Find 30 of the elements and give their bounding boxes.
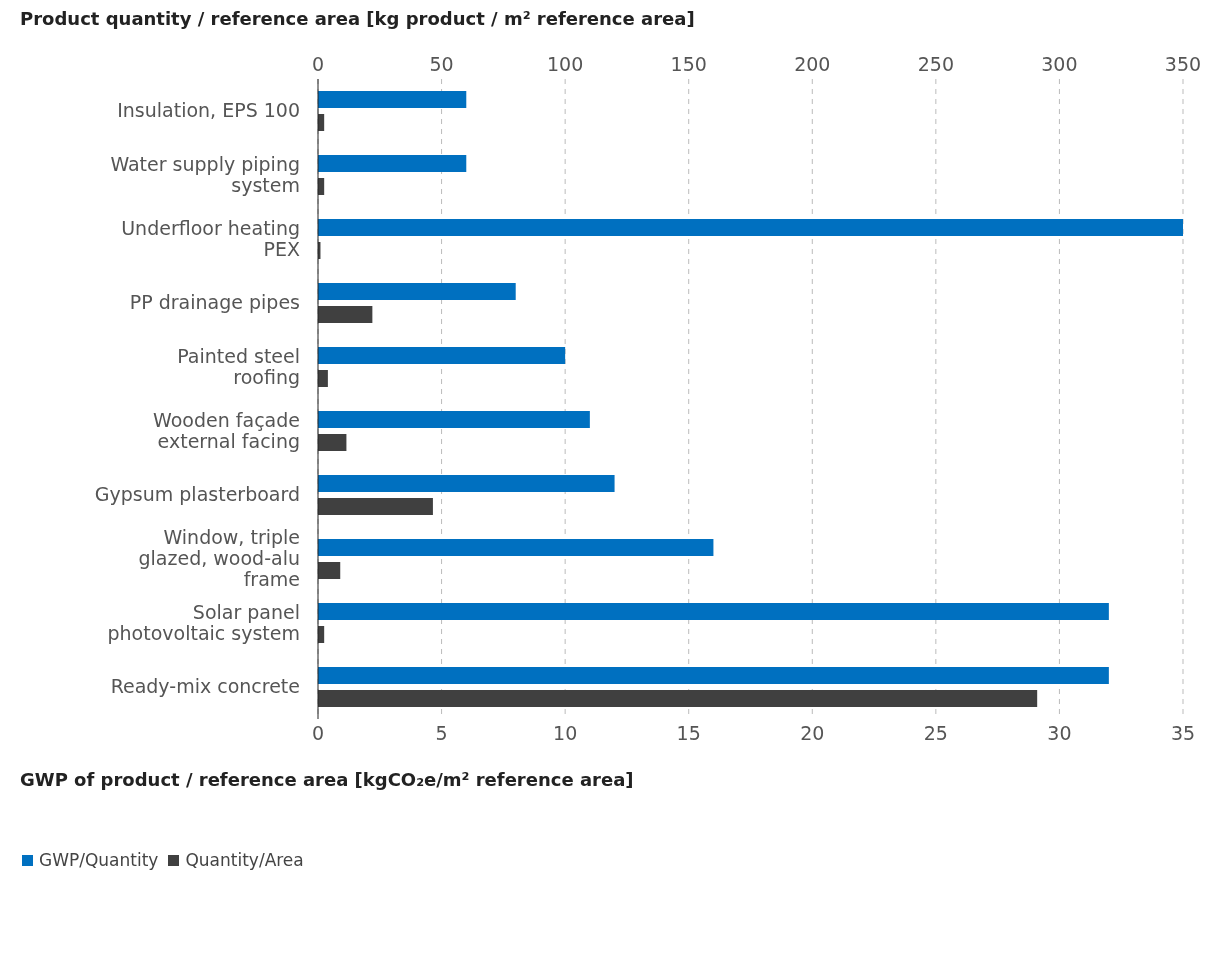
x-tick-label: 10 (553, 722, 578, 745)
x-tick-label: 15 (676, 722, 701, 745)
x-tick-label: 35 (1170, 722, 1196, 745)
x2-tick-label: 300 (1041, 53, 1078, 75)
x2-tick-label: 150 (670, 53, 707, 75)
x-tick-label: 30 (1047, 722, 1072, 745)
y-tick-label: Wooden façade external facing (153, 408, 300, 452)
x-axis-title: GWP of product / reference area [kgCO₂e/m² reference area] (20, 769, 635, 790)
legend-label: Quantity/Area (185, 850, 304, 870)
y-tick-label: Underfloor heating PEX (121, 216, 300, 260)
y-tick-label: Insulation, EPS 100 (117, 99, 300, 121)
x2-axis-title: Product quantity / reference area [kg product / m² reference area] (20, 8, 696, 29)
y-tick-label: Window, triple glazed, wood-alu frame (138, 526, 300, 590)
x-tick-label: 5 (435, 722, 448, 745)
x-tick-label: 25 (923, 722, 948, 745)
x2-tick-label: 50 (429, 53, 454, 75)
legend-label: GWP/Quantity (39, 850, 159, 870)
y-tick-label: Solar panel photovoltaic system (107, 600, 300, 644)
x2-tick-label: 250 (917, 53, 954, 75)
y-tick-label: Gypsum plasterboard (94, 483, 300, 505)
y-tick-label: Painted steel roofing (177, 344, 300, 388)
x-tick-label: 20 (800, 722, 825, 745)
x2-tick-label: 100 (547, 53, 584, 75)
y-tick-label: Ready-mix concrete (110, 675, 300, 697)
y-tick-label: Water supply piping system (110, 152, 300, 196)
x2-tick-label: 0 (311, 53, 325, 75)
y-tick-label: PP drainage pipes (129, 291, 300, 313)
x-tick-label: 0 (311, 722, 325, 745)
x2-tick-label: 350 (1164, 53, 1202, 75)
x2-tick-label: 200 (794, 53, 831, 75)
